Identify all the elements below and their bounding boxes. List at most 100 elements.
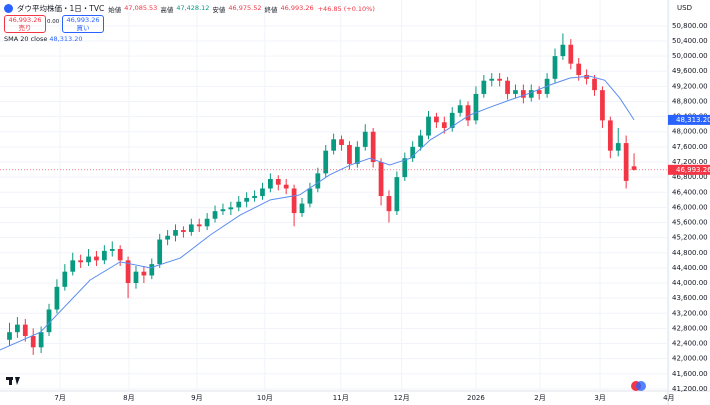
candle xyxy=(536,86,542,100)
candle xyxy=(236,196,242,212)
candle xyxy=(449,107,455,132)
sma-price-tag xyxy=(668,114,710,125)
candle-body xyxy=(188,224,194,232)
candle-body xyxy=(362,131,368,147)
candle-body xyxy=(70,260,76,272)
candle xyxy=(101,245,107,265)
candle-body xyxy=(125,260,131,284)
candle xyxy=(141,266,147,284)
candle-body xyxy=(576,63,582,76)
buy-button[interactable]: 46,993.26 買い xyxy=(62,15,104,33)
y-tick-label: 46,400.00 xyxy=(672,188,708,196)
candle xyxy=(173,224,178,242)
candle-body xyxy=(370,131,376,163)
candle-body xyxy=(394,177,400,212)
candle xyxy=(394,171,400,215)
candle-body xyxy=(505,80,510,94)
candle-body xyxy=(236,201,242,208)
candle xyxy=(434,112,439,128)
candle-body xyxy=(347,144,352,164)
candle-body xyxy=(149,264,155,276)
candle xyxy=(196,218,202,232)
candle-body xyxy=(204,218,210,227)
candle-body xyxy=(78,260,84,263)
candle xyxy=(62,264,68,291)
y-tick-label: 44,400.00 xyxy=(672,264,708,272)
y-tick-label: 46,000.00 xyxy=(672,203,708,211)
candle-body xyxy=(244,197,250,202)
currency: USD xyxy=(677,4,692,12)
candle xyxy=(268,173,273,193)
candle xyxy=(70,252,76,276)
candle-body xyxy=(38,332,44,348)
candle xyxy=(410,141,416,163)
candle xyxy=(299,197,305,217)
candle-body xyxy=(165,235,170,240)
candle xyxy=(465,101,471,127)
sma-price-label: 48,313.20 xyxy=(676,116,710,124)
candle-body xyxy=(568,44,574,64)
candle xyxy=(497,73,503,87)
ohlc-value: 47,085.53 xyxy=(124,3,158,12)
candle xyxy=(54,279,60,314)
candle xyxy=(307,182,313,208)
candle-body xyxy=(7,332,12,340)
ohlc-label: 終値 xyxy=(264,5,278,14)
candle-body xyxy=(434,116,439,123)
candle xyxy=(481,75,487,98)
y-tick-label: 43,200.00 xyxy=(672,309,708,317)
candle-body xyxy=(196,224,202,227)
candle xyxy=(426,110,431,140)
candle xyxy=(607,116,613,159)
y-tick-label: 49,200.00 xyxy=(672,82,708,90)
y-tick-label: 48,000.00 xyxy=(672,128,708,136)
candle-body xyxy=(623,143,629,181)
last-price-tag xyxy=(668,164,710,175)
candle xyxy=(109,241,115,257)
candle xyxy=(560,33,566,60)
candle-body xyxy=(315,173,321,189)
event-icon[interactable] xyxy=(636,381,646,391)
last-price-label: 46,993.26 xyxy=(676,166,710,174)
candle-body xyxy=(299,203,305,214)
candle xyxy=(552,48,558,83)
candle-body xyxy=(220,209,226,212)
candle xyxy=(631,153,637,171)
candle xyxy=(386,190,392,223)
candle xyxy=(378,158,384,206)
indicator-legend: SMA 20 close 48,313.20 xyxy=(4,35,83,43)
ohlc-label: 高値 xyxy=(160,5,174,14)
candle-body xyxy=(513,90,518,94)
candle xyxy=(331,133,336,155)
candle-body xyxy=(497,78,503,81)
candle-body xyxy=(607,120,613,151)
candle xyxy=(283,179,289,195)
sma-name: SMA 20 close xyxy=(4,35,48,43)
candle-body xyxy=(117,248,123,261)
candle xyxy=(315,167,321,193)
candle-body xyxy=(418,135,423,147)
candle-body xyxy=(141,271,147,276)
candle xyxy=(30,328,36,355)
candle xyxy=(362,124,368,151)
candle-body xyxy=(86,256,91,263)
ohlc-value: 47,428.12 xyxy=(176,3,210,12)
y-tick-label: 42,400.00 xyxy=(672,340,708,348)
ohlc-value: 46,975.52 xyxy=(228,3,262,12)
candle-body xyxy=(560,44,566,57)
candle-body xyxy=(228,207,234,210)
spread: 0.00 xyxy=(47,19,60,25)
candle-body xyxy=(473,93,479,121)
sma-value: 48,313.20 xyxy=(49,35,83,43)
sell-button[interactable]: 46,993.26 売り xyxy=(4,15,46,33)
y-tick-label: 50,400.00 xyxy=(672,37,708,45)
y-tick-label: 47,200.00 xyxy=(672,158,708,166)
candle-body xyxy=(520,90,526,98)
candle xyxy=(188,218,194,236)
candle xyxy=(568,39,574,70)
x-tick-label: 3月 xyxy=(594,394,605,402)
